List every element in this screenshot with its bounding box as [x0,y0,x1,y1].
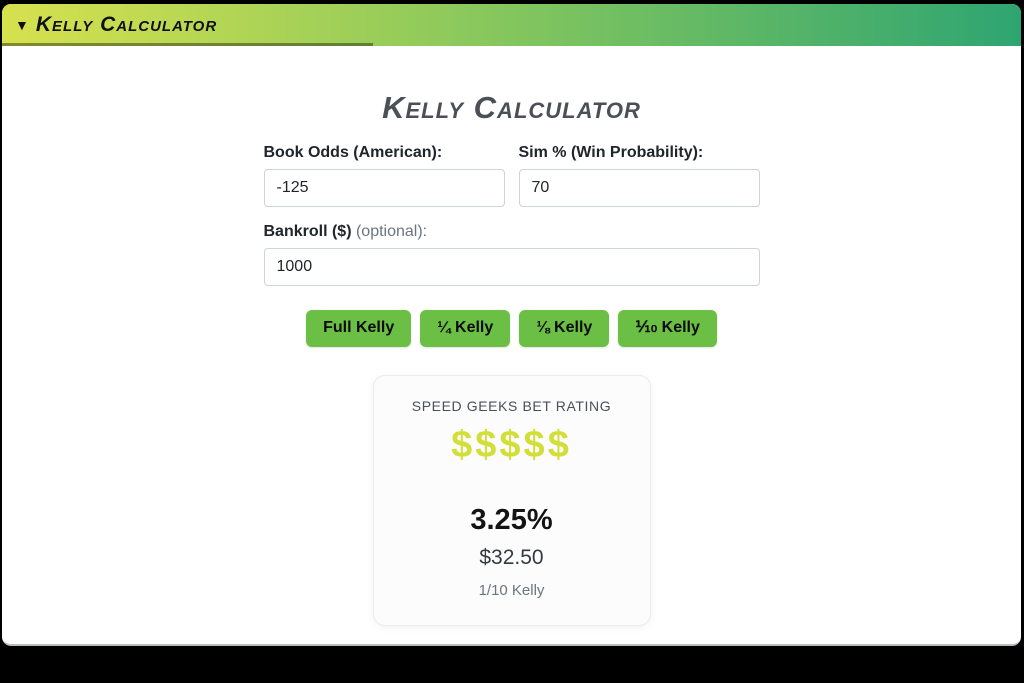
kelly-fraction-label: 1/10 Kelly [478,581,545,599]
calculator-form: Book Odds (American): Sim % (Win Probabi… [263,144,760,286]
bet-rating-heading: SPEED GEEKS BET RATING [411,397,612,414]
kelly-percent-value: 3.25% [470,503,553,536]
button-eighth-kelly[interactable]: ⅛ Kelly [519,310,610,347]
sim-percent-label: Sim % (Win Probability): [519,144,760,162]
bet-rating-card: SPEED GEEKS BET RATING $$$$$ 3.25% $32.5… [372,374,651,626]
header-underline [2,43,373,46]
bankroll-label: Bankroll ($) (optional): [264,223,760,241]
button-tenth-kelly[interactable]: ⅒ Kelly [618,310,717,347]
form-row-odds-sim: Book Odds (American): Sim % (Win Probabi… [263,144,760,207]
bankroll-label-text: Bankroll ($) [263,223,352,240]
sim-percent-input[interactable] [518,169,760,207]
bankroll-optional-text: (optional): [355,223,428,240]
bet-rating-dollars: $$$$$ [451,423,572,466]
sim-percent-field-group: Sim % (Win Probability): [518,144,760,207]
app-header: ▼ Kelly Calculator [2,4,1021,46]
book-odds-field-group: Book Odds (American): [263,144,505,207]
kelly-button-row: Full Kelly ¼ Kelly ⅛ Kelly ⅒ Kelly [264,310,760,347]
bankroll-input[interactable] [263,248,760,286]
page-title: Kelly Calculator [382,90,641,125]
book-odds-label-text: Book Odds (American): [263,144,443,161]
button-quarter-kelly[interactable]: ¼ Kelly [420,310,511,347]
book-odds-label: Book Odds (American): [264,144,505,162]
sim-percent-label-text: Sim % (Win Probability): [518,144,704,161]
kelly-dollar-amount: $32.50 [479,545,544,569]
book-odds-input[interactable] [263,169,505,207]
brand-title: Kelly Calculator [35,13,218,36]
brand-triangle-icon: ▼ [15,17,29,33]
bankroll-field-group: Bankroll ($) (optional): [263,223,760,286]
button-full-kelly[interactable]: Full Kelly [306,310,412,347]
main-content: Kelly Calculator Book Odds (American): S… [263,90,760,626]
brand-home-link[interactable]: ▼ Kelly Calculator [15,13,217,37]
app-window: ▼ Kelly Calculator Kelly Calculator Book… [2,4,1021,646]
